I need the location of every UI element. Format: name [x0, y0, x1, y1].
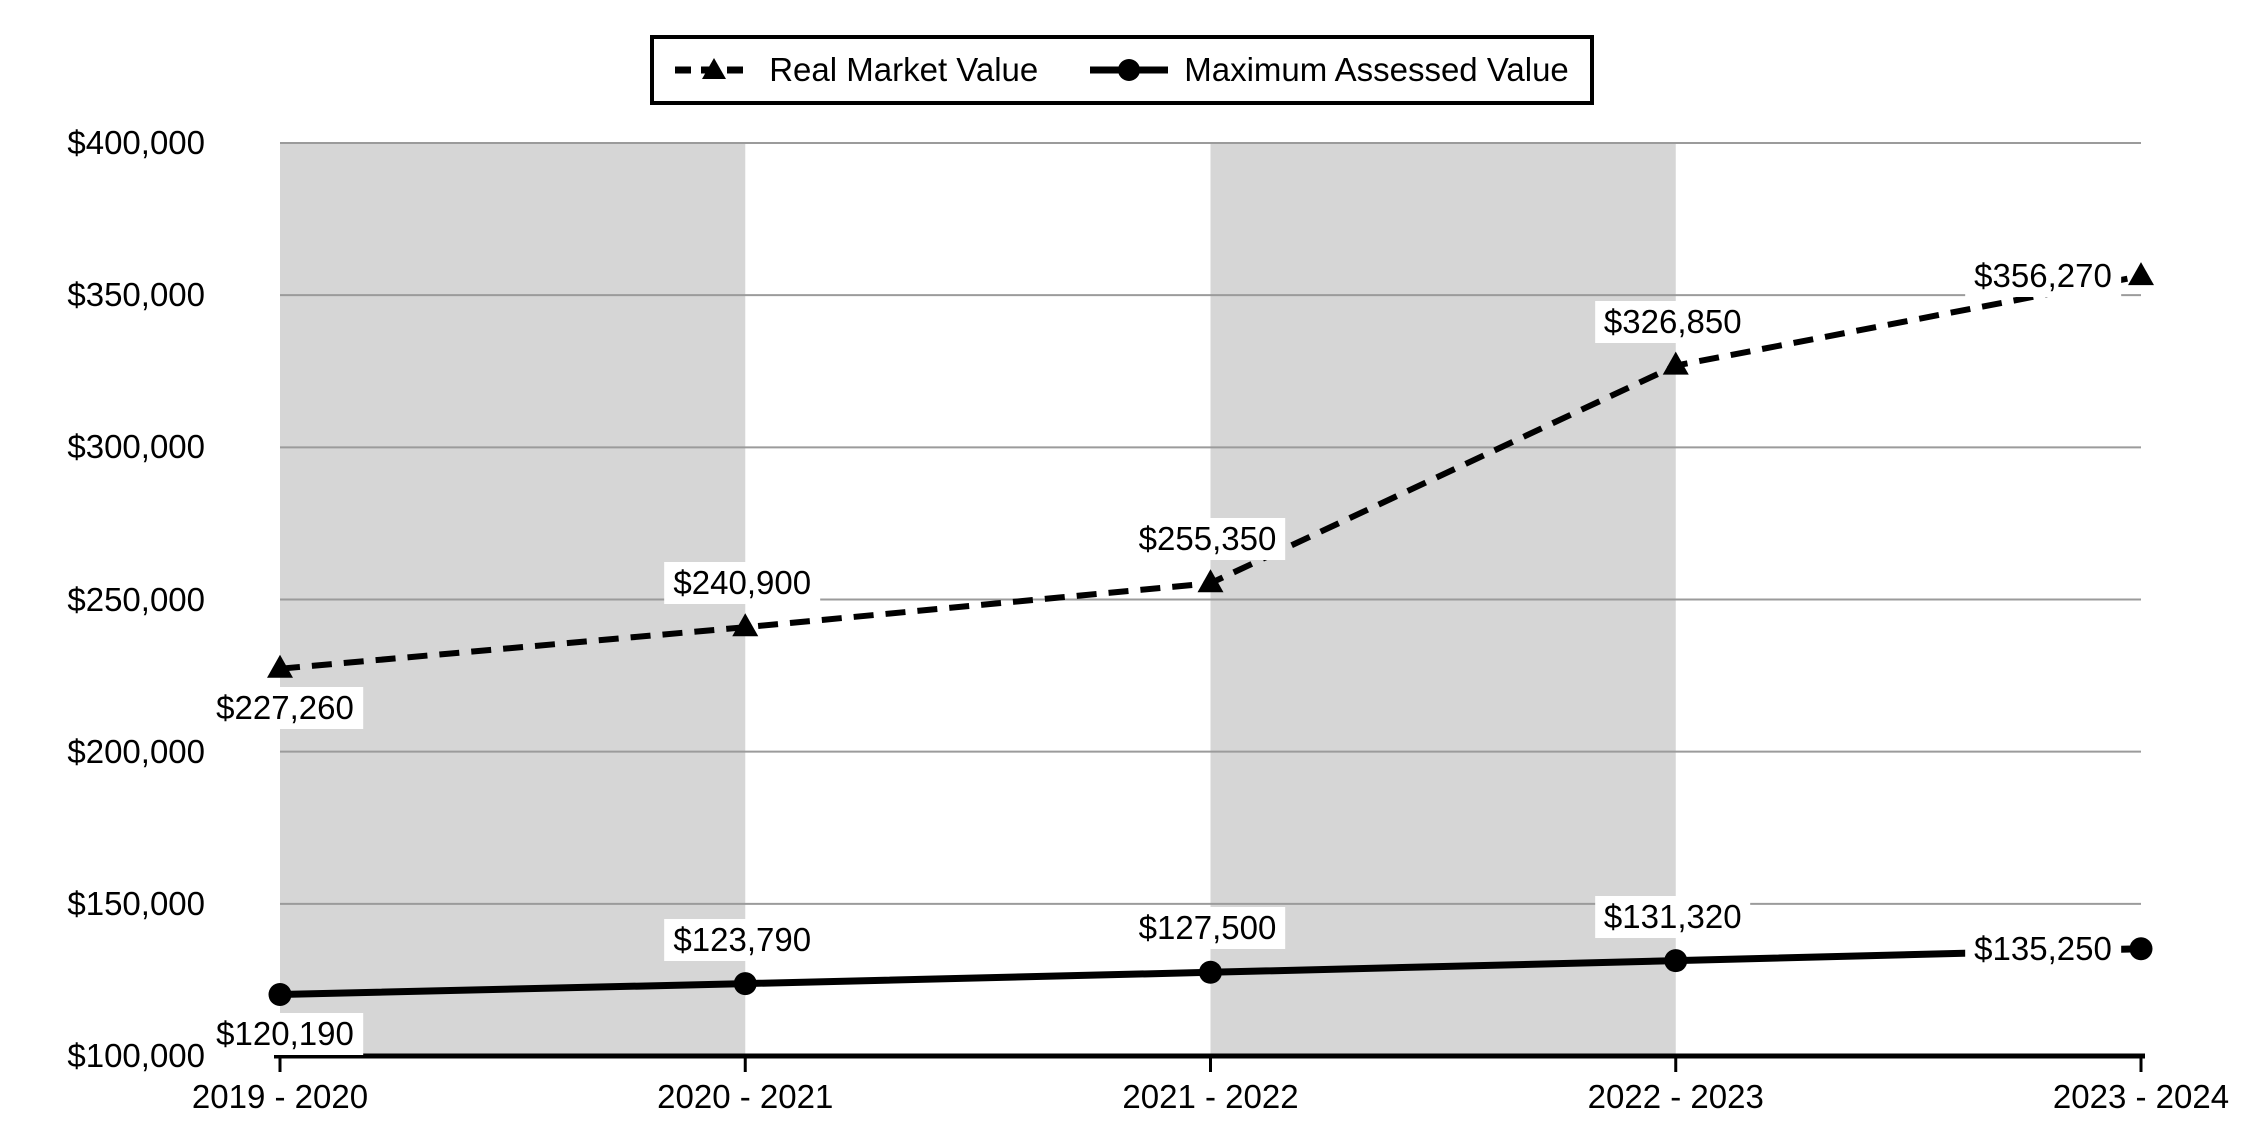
data-label: $135,250: [1965, 927, 2121, 970]
y-axis-tick-label: $150,000: [67, 884, 205, 922]
triangle-marker: [732, 613, 759, 637]
data-label: $227,260: [207, 686, 363, 729]
data-label: $255,350: [1129, 518, 1286, 561]
x-axis-tick-label: 2020 - 2021: [657, 1078, 834, 1115]
legend-label-real-market-value: Real Market Value: [769, 51, 1039, 88]
data-label: $326,850: [1594, 300, 1751, 343]
data-label: $120,190: [207, 1012, 363, 1055]
y-axis-tick-label: $400,000: [67, 124, 205, 161]
circle-marker: [733, 972, 757, 996]
y-axis-tick-label: $100,000: [67, 1037, 205, 1074]
dashed-line-triangle-marker-icon: [675, 58, 754, 79]
triangle-marker: [1197, 569, 1224, 593]
data-label: $131,320: [1594, 895, 1751, 938]
x-axis-tick-label: 2019 - 2020: [191, 1078, 369, 1115]
legend-item-real-market-value: Real Market Value: [675, 51, 1038, 89]
legend-item-maximum-assessed-value: Maximum Assessed Value: [1090, 51, 1569, 89]
data-label: $123,790: [664, 918, 821, 961]
solid-line-circle-marker-icon: [1090, 59, 1169, 81]
data-label: $240,900: [664, 562, 821, 605]
chart-legend: Real Market Value Maximum Assessed Value: [650, 35, 1594, 105]
triangle-marker: [1662, 351, 1689, 375]
y-axis-tick-label: $200,000: [67, 732, 205, 770]
circle-marker: [268, 983, 292, 1007]
x-axis-tick-label: 2023 - 2024: [2052, 1078, 2230, 1115]
circle-marker: [1199, 960, 1222, 984]
triangle-marker: [2128, 262, 2154, 286]
triangle-marker: [267, 654, 293, 678]
circle-marker: [1664, 949, 1688, 973]
y-axis-tick-label: $300,000: [67, 428, 205, 466]
circle-marker: [2129, 937, 2153, 961]
x-axis-tick-label: 2022 - 2023: [1587, 1078, 1764, 1115]
data-label: $127,500: [1129, 907, 1286, 950]
y-axis-tick-label: $250,000: [67, 580, 205, 618]
legend-label-maximum-assessed-value: Maximum Assessed Value: [1184, 51, 1569, 88]
x-axis-tick-label: 2021 - 2022: [1122, 1078, 1299, 1115]
y-axis-tick-label: $350,000: [67, 276, 205, 314]
data-label: $356,270: [1965, 255, 2121, 298]
